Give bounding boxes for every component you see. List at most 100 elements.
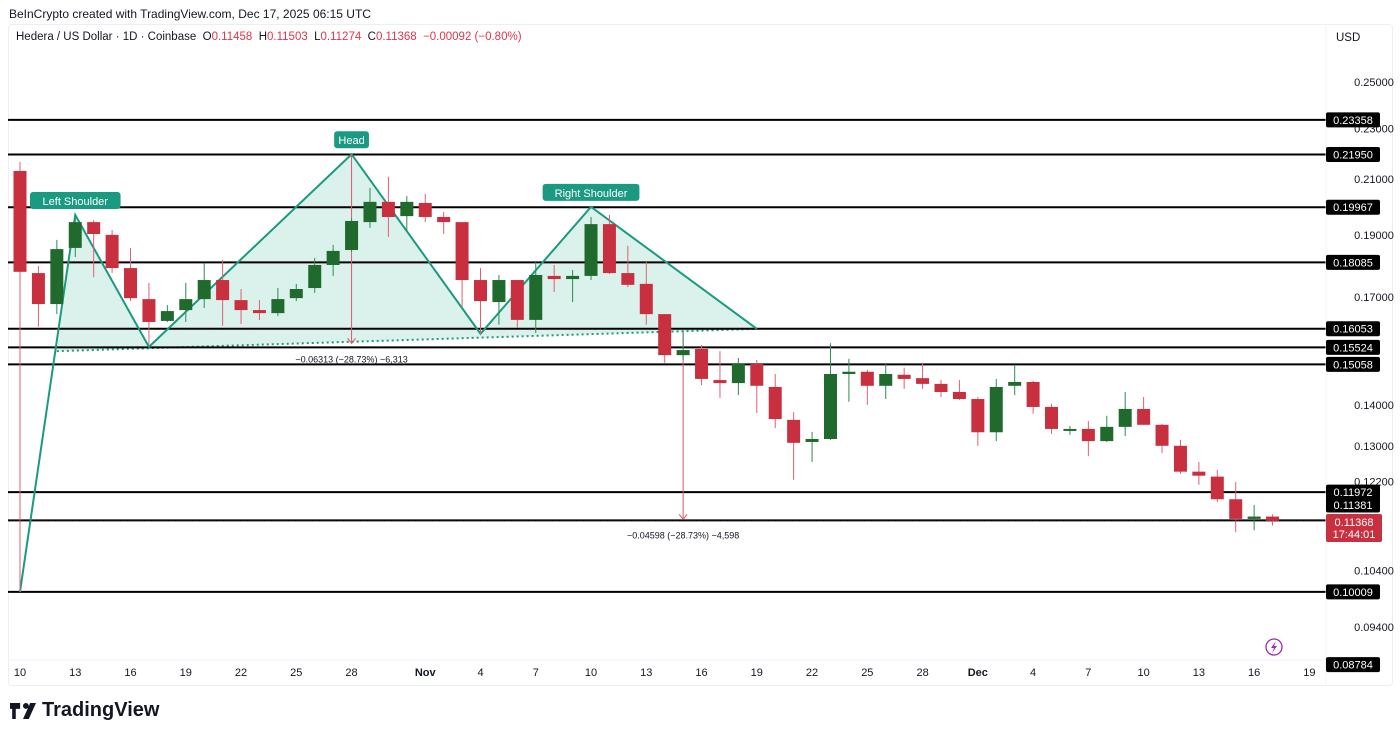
level-price-label-box <box>1326 356 1380 372</box>
candle-body <box>124 268 138 299</box>
candle <box>1008 364 1022 396</box>
candle-body <box>676 350 690 356</box>
price-tick-label: 0.17000 <box>1354 292 1394 304</box>
candle <box>787 412 801 480</box>
candle-body <box>1008 381 1022 386</box>
candle-body <box>1229 499 1243 519</box>
time-tick-label: 16 <box>1248 667 1260 679</box>
candle-body <box>326 250 340 265</box>
candle-body <box>695 348 709 379</box>
close-label: C <box>367 31 376 43</box>
level-price-label-box <box>1326 321 1380 337</box>
candle-body <box>87 222 101 234</box>
candle <box>160 305 174 322</box>
candle-body <box>179 299 193 311</box>
candle-body <box>805 439 819 442</box>
level-price-label-box <box>1326 484 1380 500</box>
price-tick-label: 0.14000 <box>1354 400 1394 412</box>
candle <box>897 367 911 389</box>
price-tick-label: 0.09400 <box>1354 622 1394 634</box>
candle-body <box>529 274 543 320</box>
candle-body <box>750 363 764 386</box>
candle <box>234 289 248 325</box>
candle <box>216 260 230 326</box>
level-price-label: 0.21950 <box>1333 149 1373 161</box>
candle-body <box>934 383 948 392</box>
level-price-label: 0.16053 <box>1333 324 1373 336</box>
close-value: 0.11368 <box>375 31 417 43</box>
change-value: −0.00092 (−0.80%) <box>423 31 522 43</box>
candle <box>971 397 985 446</box>
time-tick-label: 19 <box>180 667 192 679</box>
chart-credit: BeInCrypto created with TradingView.com,… <box>9 7 371 21</box>
candle <box>658 314 672 363</box>
price-tick-label: 0.10400 <box>1354 566 1394 578</box>
candle-body <box>252 310 266 314</box>
time-tick-label: 4 <box>477 667 483 679</box>
candle-body <box>602 224 616 274</box>
candle <box>363 187 377 228</box>
candle <box>916 362 930 389</box>
candle-body <box>31 273 45 305</box>
price-tick-label: 0.21000 <box>1354 174 1394 186</box>
time-tick-label: 19 <box>751 667 763 679</box>
current-price-label: 0.11368 <box>1335 517 1374 529</box>
candle-body <box>418 202 432 217</box>
level-price-label-box <box>1326 497 1380 513</box>
candle-body <box>1247 516 1261 519</box>
candle <box>1229 482 1243 533</box>
candle <box>179 282 193 322</box>
candle <box>602 214 616 275</box>
candle <box>345 218 359 252</box>
candle <box>639 261 653 325</box>
time-tick-label: 22 <box>235 667 247 679</box>
candle <box>1173 439 1187 474</box>
candle <box>1210 469 1224 503</box>
candle <box>1081 421 1095 457</box>
candle <box>510 280 524 328</box>
time-tick-label: 7 <box>1085 667 1091 679</box>
candle-body <box>952 391 966 400</box>
candle <box>1100 415 1114 442</box>
currency-selector[interactable]: USD <box>1336 32 1361 44</box>
candle <box>308 257 322 293</box>
candle-body <box>216 280 230 301</box>
pattern-label: Right Shoulder <box>555 188 628 200</box>
candle <box>418 193 432 223</box>
candle <box>13 161 27 592</box>
symbol-legend: Hedera / US Dollar · 1D · Coinbase O0.11… <box>16 31 522 43</box>
candle <box>437 211 451 234</box>
candle <box>31 265 45 327</box>
candle-body <box>510 280 524 320</box>
candle <box>474 268 487 336</box>
candle-body <box>68 222 82 248</box>
time-tick-label: 16 <box>124 667 136 679</box>
lightning-icon[interactable] <box>1265 638 1283 656</box>
level-price-label-box <box>1326 112 1380 128</box>
candle-body <box>842 371 856 375</box>
candle-body <box>1192 471 1206 476</box>
candle <box>731 358 745 396</box>
candle <box>934 380 948 398</box>
candle <box>1155 423 1169 454</box>
logo-text: TradingView <box>42 699 160 721</box>
price-tick-label: 0.13000 <box>1354 441 1394 453</box>
time-tick-label: 4 <box>1030 667 1036 679</box>
tradingview-logo: TradingView <box>10 699 159 722</box>
level-price-label-box <box>1326 584 1380 600</box>
time-tick-label: 16 <box>695 667 707 679</box>
chart-frame <box>8 24 1393 686</box>
candle <box>68 214 82 257</box>
candle-body <box>1155 424 1169 446</box>
candle <box>1192 461 1206 485</box>
high-value: 0.11503 <box>267 31 308 43</box>
candle-body <box>1100 426 1114 442</box>
candle <box>1266 514 1280 526</box>
candle-body <box>363 201 377 223</box>
high-label: H <box>258 31 268 43</box>
candle-body <box>658 314 672 356</box>
candle <box>879 363 893 400</box>
candle-body <box>916 378 930 384</box>
candle <box>492 274 506 325</box>
